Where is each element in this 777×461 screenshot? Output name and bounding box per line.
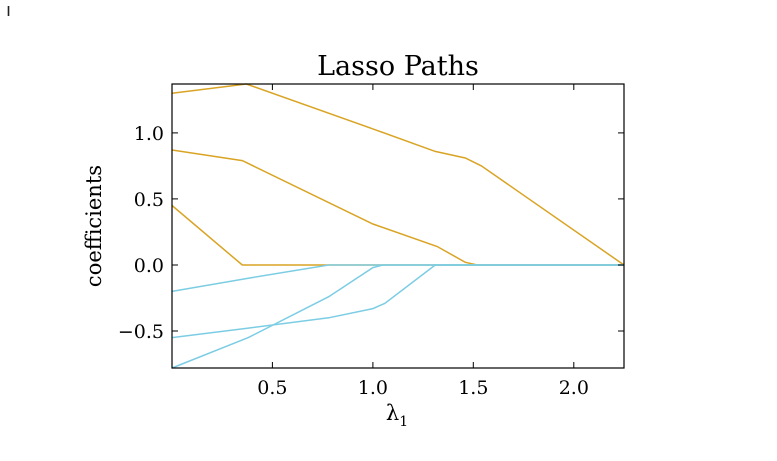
x-tick-label: 1.0 — [358, 377, 388, 399]
x-axis-label-main: λ — [386, 401, 399, 425]
series-line-3 — [171, 204, 624, 266]
y-tick-label: 0.0 — [134, 255, 164, 277]
series-line-1 — [171, 83, 625, 266]
y-tick-label: 0.5 — [134, 189, 164, 211]
x-tick-label: 0.5 — [257, 377, 287, 399]
series-line-2 — [171, 149, 624, 266]
chart-title: Lasso Paths — [317, 51, 479, 82]
series-line-4 — [171, 264, 624, 293]
plot-frame — [171, 83, 625, 369]
tick-layer: 0.5 1.0 1.5 2.0 −0.5 0.0 0.5 1.0 — [118, 84, 624, 399]
x-tick-label: 2.0 — [559, 377, 589, 399]
series-line-6 — [171, 264, 624, 339]
series-layer — [171, 83, 625, 369]
x-axis-label-sub: 1 — [399, 414, 408, 430]
x-tick-label: 1.5 — [458, 377, 488, 399]
x-axis-label: λ1 — [386, 401, 408, 430]
corner-mark: ı — [6, 0, 11, 21]
y-tick-label: 1.0 — [134, 123, 164, 145]
y-axis-label: coefficients — [82, 165, 106, 287]
y-tick-label: −0.5 — [118, 321, 164, 343]
series-line-5 — [171, 264, 624, 369]
